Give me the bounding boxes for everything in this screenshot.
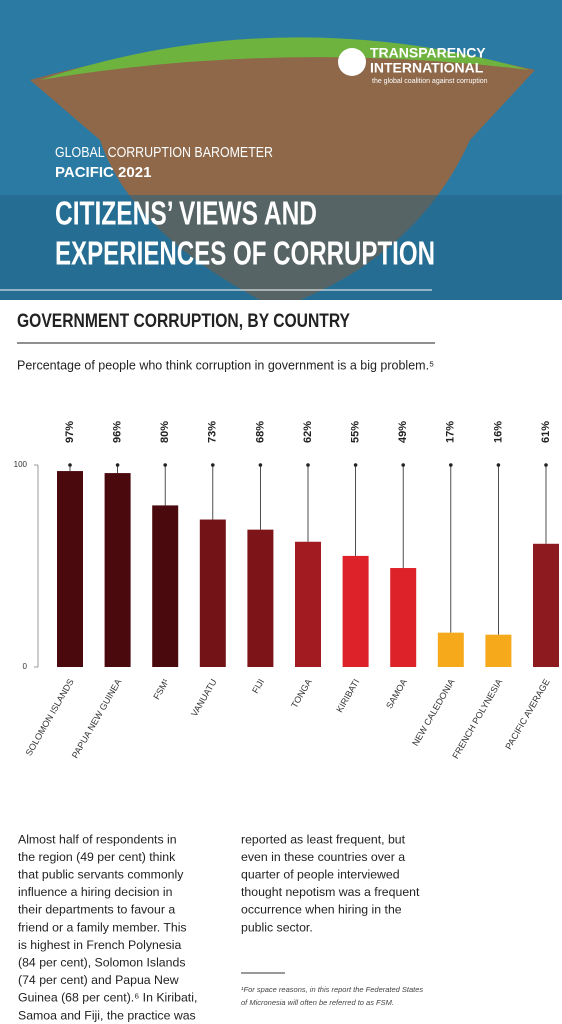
value-label: 97%: [64, 421, 76, 443]
value-label: 49%: [397, 421, 409, 443]
paragraph-line: Samoa and Fiji, the practice was: [18, 1008, 196, 1022]
value-label: 80%: [159, 421, 171, 443]
paragraph-line: (74 per cent) and Papua New: [18, 973, 179, 987]
value-label: 62%: [302, 421, 314, 443]
paragraph-line: quarter of people interviewed: [241, 867, 400, 881]
logo-mark: [338, 48, 366, 76]
bar: [247, 529, 274, 667]
bar: [485, 634, 512, 667]
bar: [295, 541, 321, 667]
y-tick-label: 100: [14, 460, 28, 469]
stem-dot: [449, 463, 453, 467]
x-tick-label: SAMOA: [384, 677, 409, 710]
bar: [104, 473, 131, 667]
paragraph-line: occurrence when hiring in the: [241, 903, 402, 917]
bar: [199, 519, 226, 667]
x-tick-label: PAPUA NEW GUINEA: [70, 677, 124, 760]
bar: [152, 505, 179, 667]
x-tick-label: TONGA: [289, 677, 314, 710]
paragraph-line: thought nepotism was a frequent: [241, 885, 420, 899]
bar: [57, 471, 83, 667]
paragraph-line: is highest in French Polynesia: [18, 938, 182, 952]
x-tick-label: FIJI: [250, 677, 266, 695]
banner-shade: [0, 195, 562, 300]
stem-dot: [353, 463, 358, 467]
value-label: 16%: [492, 421, 504, 443]
bar: [533, 543, 559, 667]
paragraph-line: Almost half of respondents in: [18, 832, 177, 846]
leaves: [40, 37, 530, 80]
paragraph-line: public sector.: [241, 920, 313, 934]
stem-dot: [68, 463, 72, 467]
logo-text: TRANSPARENCY: [370, 45, 486, 61]
stem-dot: [163, 463, 167, 467]
stem-dot: [115, 463, 120, 467]
chart: 0 100 97% SOLOMON ISLANDS 96% PAPUA NEW GUINE…: [14, 421, 559, 760]
x-tick-label: FRENCH POLYNESIA: [450, 677, 504, 760]
y-tick-label: 0: [23, 662, 28, 671]
paragraph-line: their departments to favour a: [18, 903, 175, 917]
value-label: 55%: [350, 421, 362, 443]
value-label: 17%: [445, 421, 457, 443]
paragraph-line: (84 per cent), Solomon Islands: [18, 955, 185, 969]
x-tick-label: NEW CALEDONIA: [410, 677, 456, 747]
footnote-line: of Micronesia will often be referred to …: [241, 998, 394, 1007]
chart-subtitle: Percentage of people who think corruptio…: [17, 358, 434, 372]
footnote-line: ¹For space reasons, in this report the F…: [241, 985, 423, 994]
edition: PACIFIC 2021: [55, 164, 151, 181]
paragraph-line: even in these countries over a: [241, 850, 405, 864]
paragraph-line: friend or a family member. This: [18, 920, 187, 934]
paragraph-line: the region (49 per cent) think: [18, 850, 176, 864]
title: EXPERIENCES OF CORRUPTION: [55, 235, 435, 272]
value-label: 61%: [540, 421, 552, 443]
bar: [390, 568, 417, 667]
x-tick-label: PACIFIC AVERAGE: [503, 677, 552, 751]
bar: [342, 555, 369, 667]
bar: [437, 632, 464, 667]
section-title: GOVERNMENT CORRUPTION, BY COUNTRY: [17, 311, 350, 332]
stem-dot: [258, 463, 263, 467]
x-tick-label: SOLOMON ISLANDS: [24, 677, 76, 757]
x-tick-label: VANUATU: [189, 677, 218, 718]
value-label: 68%: [254, 421, 266, 443]
stem-dot: [544, 463, 548, 467]
logo-tagline: the global coalition against corruption: [372, 78, 488, 85]
paragraph-line: influence a hiring decision in: [18, 885, 173, 899]
paragraph-line: reported as least frequent, but: [241, 832, 406, 846]
stem-dot: [496, 463, 501, 467]
title: CITIZENS’ VIEWS AND: [55, 195, 317, 232]
basket: [30, 42, 535, 301]
x-tick-label: FSM¹: [151, 677, 171, 701]
stem-dot: [211, 463, 215, 467]
stem-dot: [401, 463, 406, 467]
paragraph-line: Guinea (68 per cent).⁶ In Kiribati,: [18, 991, 197, 1005]
stem-dot: [306, 463, 310, 467]
paragraph-line: that public servants commonly: [18, 867, 184, 881]
value-label: 96%: [112, 421, 124, 443]
x-tick-label: KIRIBATI: [334, 677, 361, 714]
body-text: Almost half of respondents in the region …: [18, 832, 423, 1022]
logo-text: INTERNATIONAL: [370, 60, 484, 76]
kicker: GLOBAL CORRUPTION BAROMETER: [55, 144, 273, 161]
value-label: 73%: [207, 421, 219, 443]
